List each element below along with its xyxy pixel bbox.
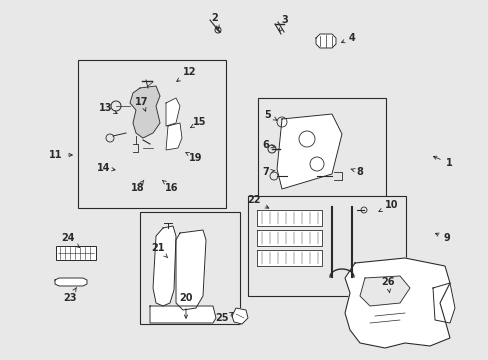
Text: 6: 6 [262,140,274,150]
Polygon shape [150,306,216,323]
Text: 20: 20 [179,293,192,318]
Text: 21: 21 [151,243,167,258]
Bar [78,60,225,208]
Bar [258,98,385,206]
Text: 25: 25 [215,312,233,323]
Polygon shape [359,276,409,306]
Text: 17: 17 [135,97,148,111]
Polygon shape [315,34,335,48]
Polygon shape [130,86,160,138]
Text: 19: 19 [185,152,203,163]
Bar [247,196,405,296]
Polygon shape [55,278,87,286]
Text: 24: 24 [61,233,80,248]
Text: 3: 3 [279,15,288,32]
Text: 12: 12 [176,67,196,81]
Text: 10: 10 [378,200,398,212]
Polygon shape [257,250,321,266]
Text: 9: 9 [434,233,449,243]
Text: 16: 16 [162,180,179,193]
Polygon shape [153,226,176,306]
Polygon shape [345,258,449,348]
Polygon shape [176,230,205,310]
Text: 8: 8 [350,167,363,177]
Text: 26: 26 [381,277,394,293]
Polygon shape [165,98,180,126]
Text: 15: 15 [190,117,206,128]
Polygon shape [231,308,247,324]
Polygon shape [257,210,321,226]
Text: 11: 11 [49,150,72,160]
Text: 5: 5 [264,110,276,120]
Text: 22: 22 [247,195,268,208]
Polygon shape [165,123,182,150]
Text: 7: 7 [262,167,274,177]
Text: 14: 14 [97,163,115,173]
Text: 4: 4 [341,33,355,43]
Text: 2: 2 [211,13,219,29]
Text: 13: 13 [99,103,117,114]
Polygon shape [257,230,321,246]
Text: 1: 1 [432,156,451,168]
Text: 23: 23 [63,288,77,303]
Polygon shape [432,283,454,323]
Polygon shape [276,114,341,189]
Bar [140,212,240,324]
Bar [56,246,96,260]
Text: 18: 18 [131,180,144,193]
